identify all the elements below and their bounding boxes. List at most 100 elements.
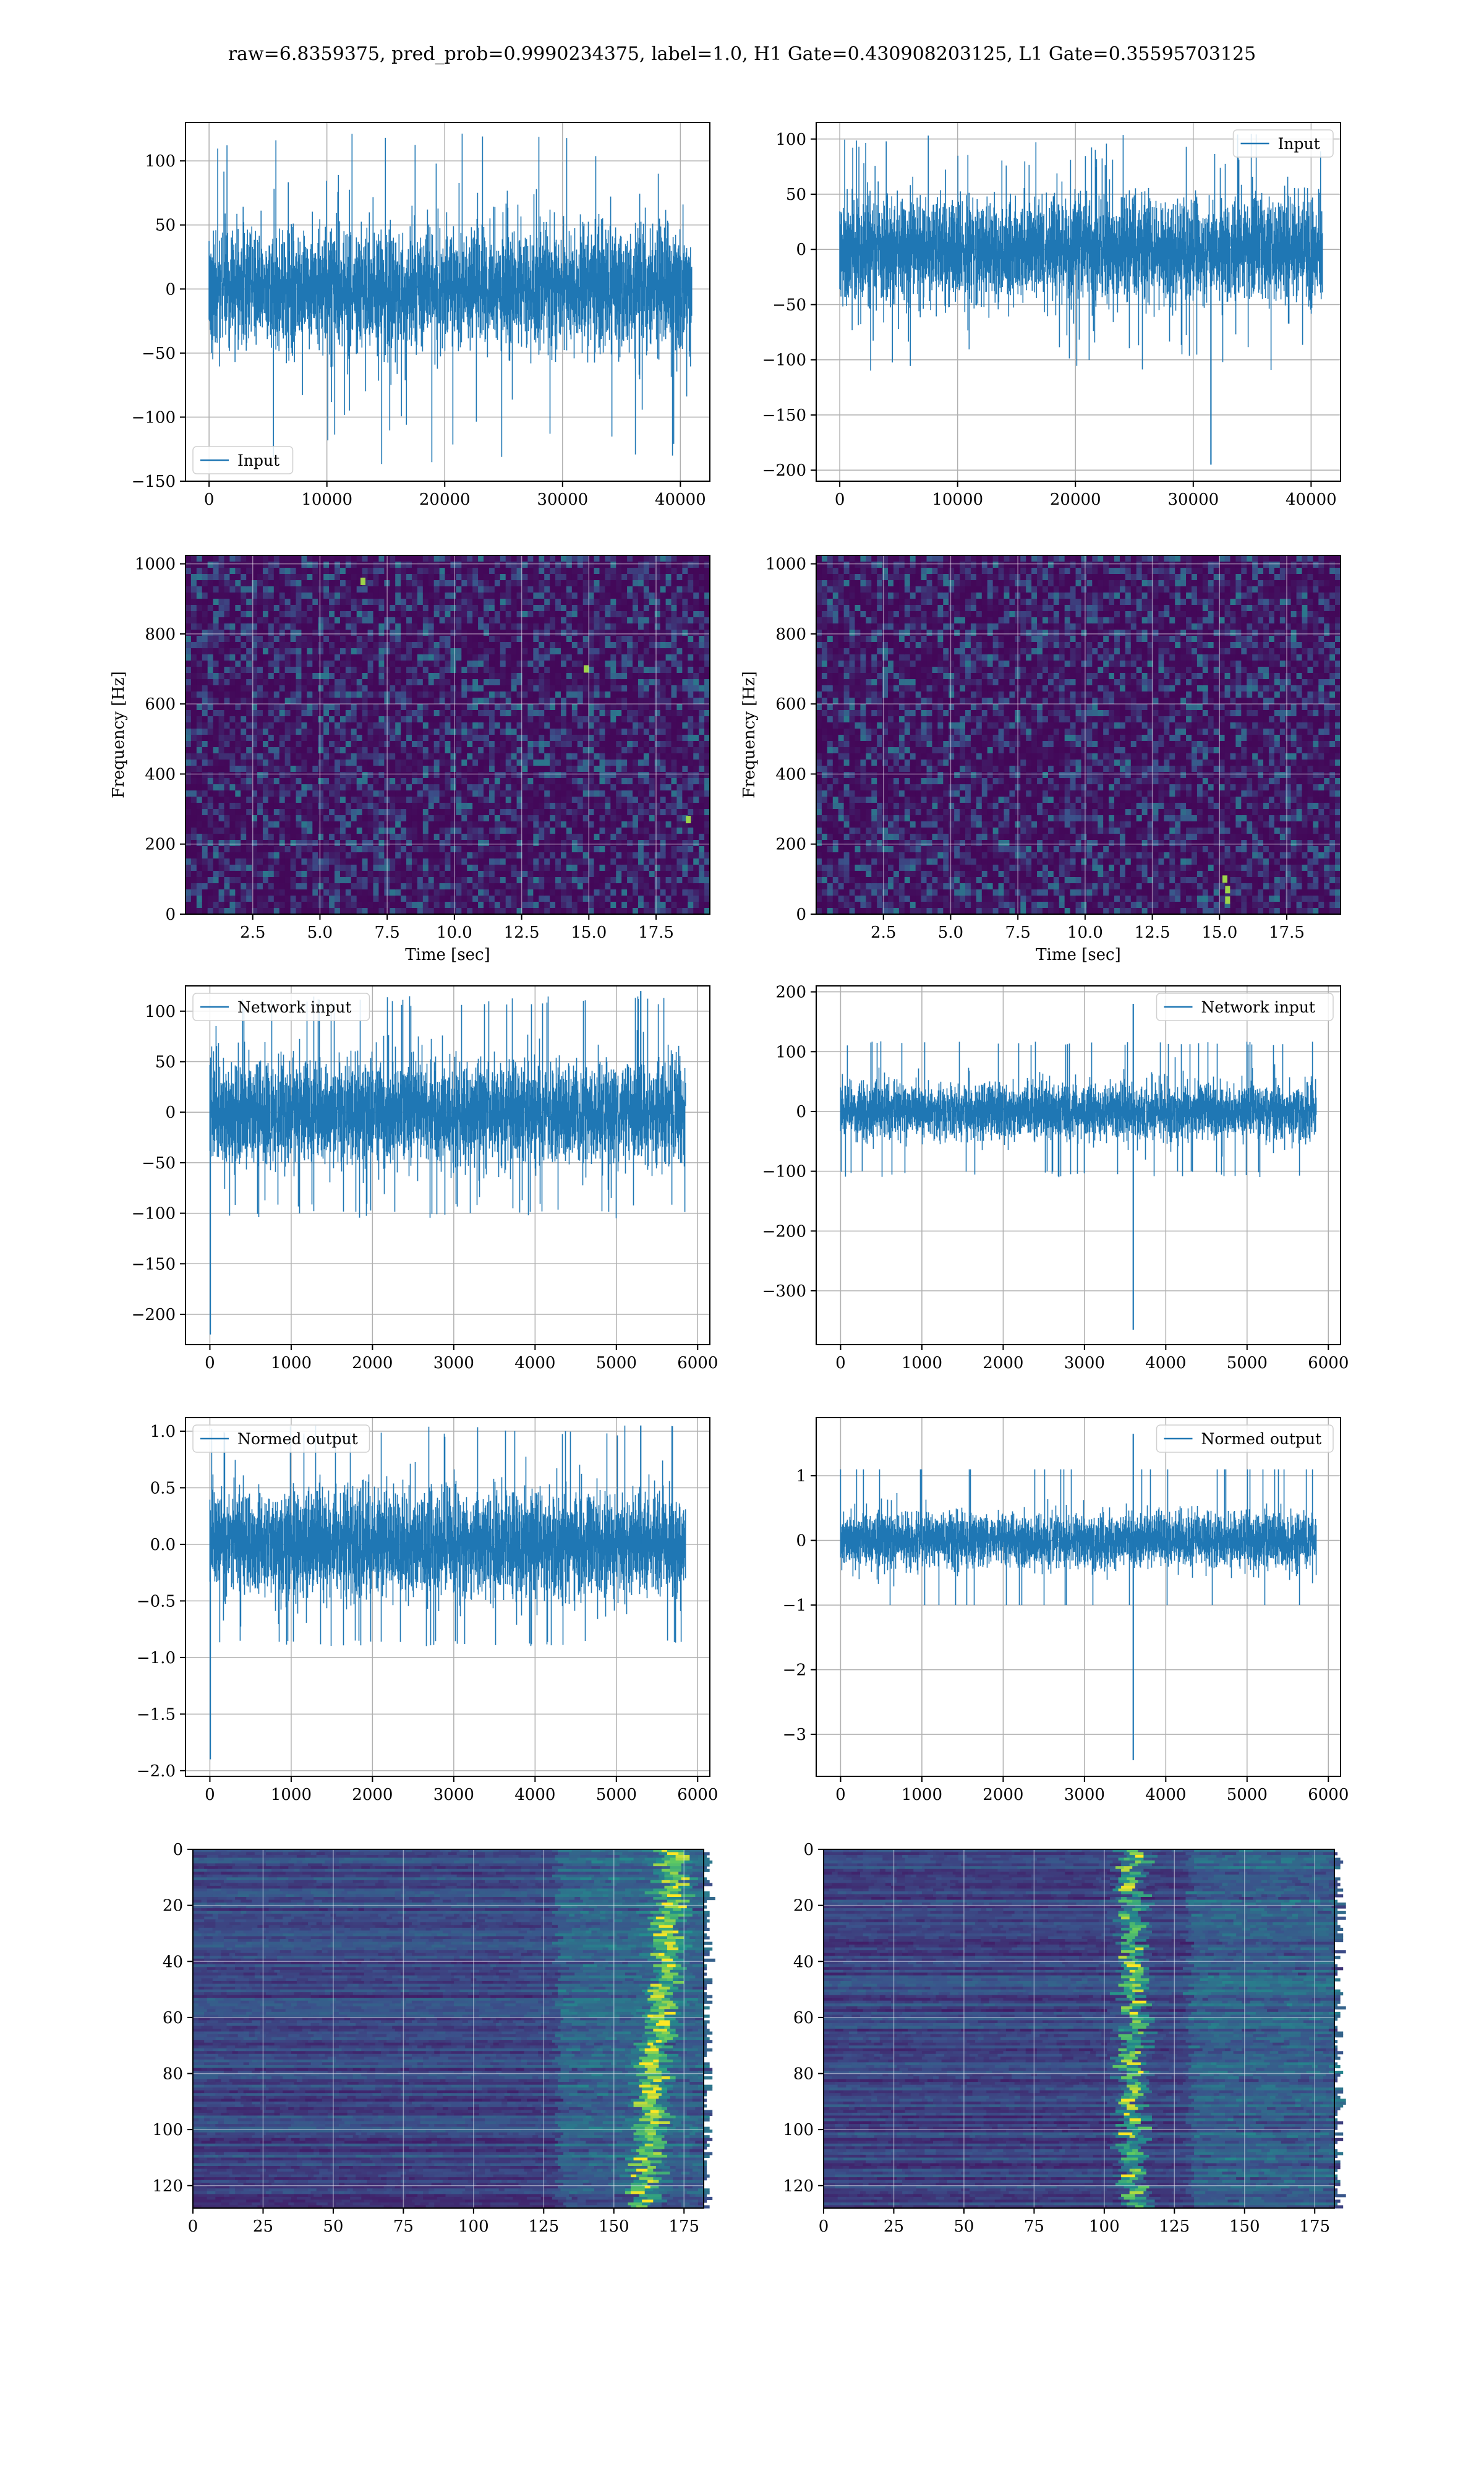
y-tick-label: 0: [796, 1103, 806, 1121]
panel-l1-normed-output: 0 1000 2000 3000 4000 5000 6000−3−2−101Normed …: [783, 1418, 1349, 1804]
x-tick-label: 0: [205, 1786, 215, 1804]
x-tick-label: 12.5: [1135, 923, 1171, 942]
y-tick-label: −50: [142, 1154, 176, 1173]
y-tick-label: 80: [793, 2065, 814, 2084]
x-tick-label: 125: [528, 2217, 559, 2236]
legend: Network input: [193, 993, 370, 1021]
x-tick-label: 15.0: [571, 923, 607, 942]
series-line-normed-output: [840, 1470, 1316, 1606]
y-tick-label: 50: [786, 186, 806, 204]
y-tick-label: −150: [132, 473, 176, 491]
y-tick-label: 0: [803, 1841, 814, 1859]
y-tick-label: 120: [152, 2177, 183, 2196]
grid: 0 1000 2000 3000 4000 5000 6000−3−2−101: [783, 1418, 1349, 1804]
x-tick-label: 10000: [301, 490, 352, 509]
x-tick-label: 5000: [596, 1786, 637, 1804]
y-tick-label: 600: [145, 695, 176, 714]
x-tick-label: 175: [1299, 2217, 1330, 2236]
y-tick-label: 40: [793, 1953, 814, 1971]
grid: 0 10000 20000 30000 40000−200−150−100−500501…: [762, 122, 1341, 509]
y-tick-label: 200: [145, 836, 176, 854]
feature-map-image: [824, 1849, 1346, 2209]
grid: 0 1000 2000 3000 4000 5000 6000−200−150−100−50…: [132, 986, 719, 1372]
y-tick-label: −150: [132, 1255, 176, 1273]
y-tick-label: 0: [173, 1841, 183, 1859]
y-tick-label: 400: [145, 765, 176, 784]
spectrogram-image: [186, 555, 710, 915]
spectrogram-hot-spot: [1225, 886, 1230, 893]
x-tick-label: 150: [599, 2217, 629, 2236]
series-line-input: [209, 134, 692, 464]
x-axis-label: Time [sec]: [405, 946, 490, 964]
x-tick-label: 5000: [596, 1354, 637, 1372]
x-tick-label: 10.0: [437, 923, 472, 942]
x-tick-label: 2000: [983, 1354, 1023, 1372]
legend: Input: [193, 447, 293, 474]
y-tick-label: 60: [163, 2009, 183, 2027]
x-tick-label: 5000: [1227, 1354, 1268, 1372]
x-tick-label: 6000: [1308, 1786, 1349, 1804]
x-tick-label: 17.5: [1269, 923, 1305, 942]
y-tick-label: 60: [793, 2009, 814, 2027]
x-tick-label: 40000: [1286, 490, 1337, 509]
series: [209, 134, 692, 464]
y-tick-label: −200: [132, 1306, 176, 1324]
x-tick-label: 17.5: [638, 923, 674, 942]
x-tick-label: 20000: [1050, 490, 1101, 509]
x-tick-label: 50: [323, 2217, 343, 2236]
x-tick-label: 7.5: [1005, 923, 1030, 942]
y-tick-label: −1: [783, 1596, 806, 1615]
x-tick-label: 0: [835, 1786, 846, 1804]
y-tick-label: 100: [775, 1043, 806, 1061]
x-tick-label: 4000: [514, 1354, 555, 1372]
x-tick-label: 0: [205, 1354, 215, 1372]
y-tick-label: 0: [165, 280, 176, 299]
x-tick-label: 4000: [514, 1786, 555, 1804]
y-tick-label: −2: [783, 1661, 806, 1680]
x-tick-label: 125: [1159, 2217, 1190, 2236]
feature-map-image: [193, 1849, 715, 2209]
legend-label: Normed output: [237, 1430, 358, 1448]
series-line-input: [840, 134, 1323, 370]
x-tick-label: 20000: [419, 490, 471, 509]
series: [840, 1434, 1316, 1760]
x-tick-label: 40000: [655, 490, 706, 509]
y-tick-label: −300: [762, 1282, 806, 1301]
x-tick-label: 6000: [677, 1354, 718, 1372]
spectrogram-hot-spot: [1225, 896, 1230, 904]
x-tick-label: 10000: [932, 490, 983, 509]
legend-label: Input: [1278, 135, 1320, 153]
y-tick-label: 100: [145, 1003, 176, 1021]
x-tick-label: 12.5: [504, 923, 540, 942]
x-tick-label: 100: [1089, 2217, 1120, 2236]
legend: Network input: [1157, 993, 1334, 1021]
x-tick-label: 3000: [433, 1354, 474, 1372]
y-axis-label: Frequency [Hz]: [109, 671, 128, 798]
x-tick-label: 25: [884, 2217, 904, 2236]
spectrogram-hot-spot: [1222, 875, 1227, 883]
y-tick-label: 0.5: [150, 1479, 176, 1497]
y-tick-label: 1000: [135, 555, 176, 574]
legend-label: Input: [237, 452, 279, 469]
x-tick-label: 2.5: [871, 923, 896, 942]
y-tick-label: −100: [132, 1205, 176, 1223]
x-tick-label: 10.0: [1067, 923, 1103, 942]
x-tick-label: 5.0: [938, 923, 963, 942]
x-tick-label: 2.5: [240, 923, 265, 942]
y-tick-label: 100: [783, 2121, 814, 2139]
y-tick-label: 800: [775, 625, 806, 644]
x-tick-label: 2000: [352, 1354, 393, 1372]
y-tick-label: 20: [793, 1897, 814, 1915]
legend: Input: [1234, 130, 1334, 157]
x-tick-label: 6000: [1308, 1354, 1349, 1372]
y-tick-label: 0: [165, 1103, 176, 1122]
y-tick-label: 100: [152, 2121, 183, 2139]
axes-frame: [816, 1418, 1341, 1776]
y-tick-label: −2.0: [137, 1762, 176, 1781]
series-line-network-input: [840, 1042, 1316, 1178]
y-tick-label: 40: [163, 1953, 183, 1971]
x-tick-label: 1000: [271, 1786, 312, 1804]
